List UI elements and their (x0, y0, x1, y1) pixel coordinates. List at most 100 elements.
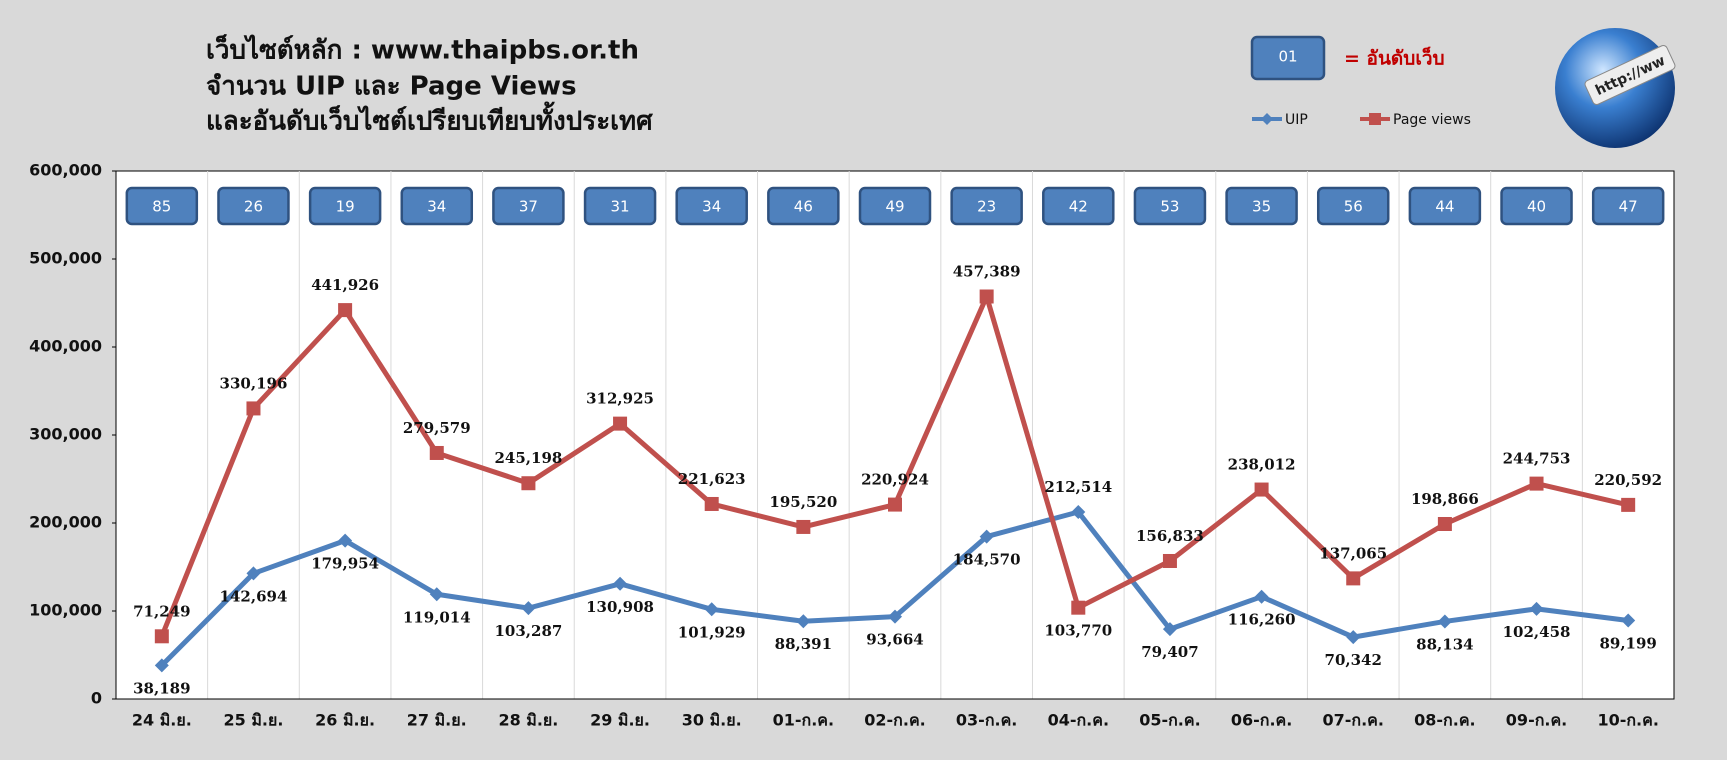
marker (1071, 600, 1086, 615)
data-label: 88,134 (1416, 635, 1473, 653)
y-tick-label: 600,000 (29, 161, 102, 180)
rank-box (583, 186, 657, 226)
rank-legend: 01 = อันดับเว็บ (1250, 35, 1445, 81)
rank-badge: 23 (950, 186, 1023, 226)
rank-badge: 19 (308, 186, 382, 226)
x-tick-label: 25 มิ.ย. (224, 711, 284, 730)
data-label: 244,753 (1503, 450, 1571, 468)
rank-box (1591, 186, 1665, 226)
x-tick-label: 09-ก.ค. (1506, 711, 1567, 730)
data-label: 312,925 (586, 390, 654, 408)
marker (1437, 516, 1452, 531)
data-label: 130,908 (586, 598, 654, 616)
x-tick-label: 30 มิ.ย. (682, 711, 742, 730)
rank-box (1042, 186, 1115, 226)
marker (704, 602, 719, 617)
data-label: 79,407 (1141, 643, 1198, 661)
marker (338, 533, 353, 548)
marker (796, 614, 811, 629)
rank-label: 85 (152, 198, 171, 216)
data-label: 103,770 (1044, 622, 1112, 640)
data-label: 195,520 (769, 493, 837, 511)
rank-label: 26 (244, 198, 263, 216)
rank-label: 49 (885, 198, 904, 216)
rank-label: 53 (1160, 198, 1179, 216)
marker (888, 609, 902, 624)
rank-label: 40 (1527, 198, 1546, 216)
marker (521, 601, 536, 616)
data-label: 221,623 (678, 470, 746, 488)
data-label: 38,189 (133, 679, 190, 697)
data-label: 137,065 (1319, 544, 1387, 562)
marker (796, 519, 811, 534)
marker (429, 587, 444, 602)
globe-icon: http://ww (1555, 28, 1676, 148)
data-label: 119,014 (403, 608, 471, 626)
marker (1529, 476, 1544, 491)
legend-label: UIP (1285, 112, 1308, 128)
data-label: 198,866 (1411, 490, 1479, 508)
data-label: 457,389 (953, 262, 1021, 280)
x-tick-label: 08-ก.ค. (1414, 711, 1475, 730)
marker (704, 496, 719, 511)
data-label: 220,924 (861, 471, 929, 489)
rank-badge: 44 (1408, 186, 1482, 226)
x-tick-label: 07-ก.ค. (1323, 711, 1384, 730)
rank-badge: 35 (1225, 186, 1298, 226)
y-tick-label: 400,000 (29, 337, 102, 356)
rank-box (125, 186, 199, 226)
rank-label: 23 (977, 198, 996, 216)
rank-box (492, 186, 565, 226)
data-label: 330,196 (220, 374, 288, 392)
marker (613, 416, 628, 431)
x-tick-label: 04-ก.ค. (1048, 711, 1109, 730)
marker (1071, 504, 1086, 519)
marker (1437, 614, 1452, 629)
rank-legend-label: = อันดับเว็บ (1344, 46, 1445, 70)
rank-box (767, 186, 840, 226)
marker (246, 566, 261, 581)
chart-title: เว็บไซต์หลัก : www.thaipbs.or.th (206, 34, 639, 66)
y-tick-label: 300,000 (29, 425, 102, 444)
marker (1162, 553, 1177, 568)
data-label: 101,929 (678, 623, 746, 641)
y-tick-label: 500,000 (29, 249, 102, 268)
data-label: 245,198 (494, 449, 562, 467)
rank-box (400, 186, 474, 226)
data-label: 116,260 (1228, 611, 1296, 629)
rank-badge: 53 (1133, 186, 1207, 226)
marker (338, 303, 353, 318)
marker (1254, 482, 1269, 497)
data-label: 103,287 (494, 622, 562, 640)
marker (1621, 497, 1636, 512)
rank-box (308, 186, 382, 226)
x-tick-label: 27 มิ.ย. (407, 711, 467, 730)
marker (1621, 613, 1636, 628)
rank-badge: 26 (217, 186, 290, 226)
rank-badge: 42 (1042, 186, 1115, 226)
rank-box (1225, 186, 1298, 226)
rank-label: 44 (1435, 198, 1454, 216)
data-label: 88,391 (775, 635, 832, 653)
marker (1261, 113, 1273, 125)
rank-label: 42 (1069, 198, 1088, 216)
data-label: 441,926 (311, 276, 379, 294)
x-tick-label: 06-ก.ค. (1231, 711, 1292, 730)
rank-legend-box (1250, 35, 1326, 81)
legend-label: Page views (1393, 112, 1471, 128)
rank-label: 46 (794, 198, 813, 216)
rank-legend-sample: 01 (1278, 48, 1297, 66)
rank-badge: 40 (1500, 186, 1573, 226)
data-label: 70,342 (1325, 651, 1382, 669)
chart-title: และอันดับเว็บไซต์เปรียบเทียบทั้งประเทศ (206, 101, 653, 137)
data-label: 142,694 (220, 587, 288, 605)
rank-label: 37 (519, 198, 538, 216)
rank-label: 35 (1252, 198, 1271, 216)
y-tick-label: 100,000 (29, 601, 102, 620)
rank-badge: 85 (125, 186, 199, 226)
rank-box (217, 186, 290, 226)
data-label: 220,592 (1594, 471, 1662, 489)
rank-box (858, 186, 932, 226)
marker (979, 289, 994, 304)
